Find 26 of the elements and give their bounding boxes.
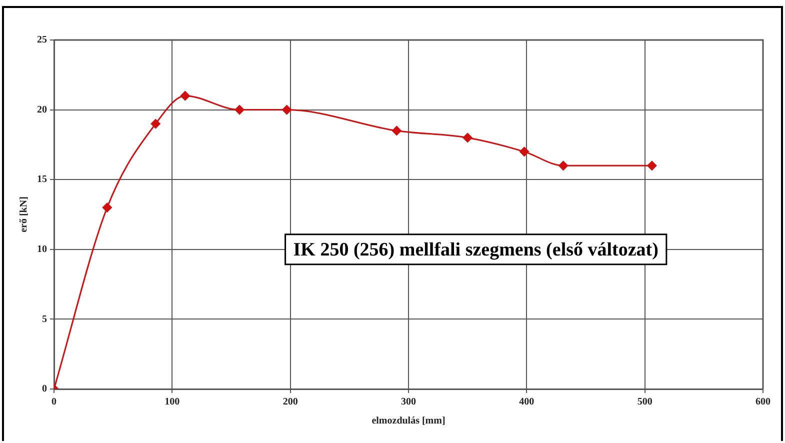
x-tick-label: 400 xyxy=(519,396,534,408)
point xyxy=(234,105,244,115)
point xyxy=(282,105,292,115)
point xyxy=(180,91,190,101)
point xyxy=(462,132,472,142)
x-tick-label: 100 xyxy=(164,396,180,408)
y-tick-label: 25 xyxy=(37,34,47,46)
x-tick-label: 500 xyxy=(637,396,652,408)
y-tick-label: 5 xyxy=(42,314,47,325)
point xyxy=(647,160,657,170)
point xyxy=(102,202,112,212)
x-tick-label: 0 xyxy=(52,396,56,408)
x-axis-title: elmozdulás [mm] xyxy=(372,416,446,427)
y-tick-label: 10 xyxy=(37,244,47,255)
y-tick-label: 0 xyxy=(42,384,47,395)
y-axis-title: erő [kN] xyxy=(18,196,30,232)
point xyxy=(520,146,530,156)
point xyxy=(392,126,402,136)
annotation: IK 250 (256) mellfali szegmens (első változat) xyxy=(293,239,658,260)
y-tick-label: 15 xyxy=(37,174,47,186)
x-tick-label: 600 xyxy=(756,396,770,408)
point xyxy=(558,160,568,170)
y-tick-label: 20 xyxy=(37,104,47,116)
x-tick-label: 200 xyxy=(282,396,298,408)
point xyxy=(150,119,160,129)
x-tick-label: 300 xyxy=(401,396,416,408)
